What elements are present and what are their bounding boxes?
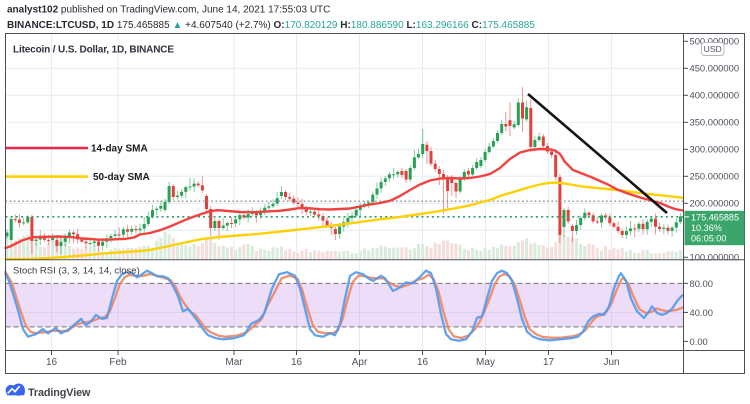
svg-text:500.000000: 500.000000 bbox=[690, 36, 740, 47]
svg-text:Litecoin / U.S. Dollar, 1D, BI: Litecoin / U.S. Dollar, 1D, BINANCE bbox=[13, 45, 174, 56]
svg-text:Mar: Mar bbox=[225, 357, 243, 368]
svg-text:50-day SMA: 50-day SMA bbox=[93, 172, 150, 183]
svg-text:06:05:00: 06:05:00 bbox=[691, 234, 726, 244]
svg-text:80.00: 80.00 bbox=[690, 278, 713, 289]
svg-text:400.000000: 400.000000 bbox=[690, 90, 740, 101]
svg-text:40.00: 40.00 bbox=[690, 307, 713, 318]
svg-text:analyst102 published on Tradin: analyst102 published on TradingView.com,… bbox=[7, 5, 330, 16]
svg-text:May: May bbox=[476, 357, 495, 368]
svg-text:Stoch RSI (3, 3, 14, 14, close: Stoch RSI (3, 3, 14, 14, close) bbox=[13, 266, 140, 277]
svg-text:450.000000: 450.000000 bbox=[690, 63, 740, 74]
svg-text:BINANCE:LTCUSD, 1D 175.465885: BINANCE:LTCUSD, 1D 175.465885 ▲ +4.60754… bbox=[7, 20, 535, 31]
svg-text:300.000000: 300.000000 bbox=[690, 144, 740, 155]
svg-text:350.000000: 350.000000 bbox=[690, 117, 740, 128]
svg-text:175.465885: 175.465885 bbox=[691, 213, 739, 223]
svg-text:Feb: Feb bbox=[109, 357, 127, 368]
svg-text:16: 16 bbox=[291, 357, 303, 368]
svg-text:10.36%: 10.36% bbox=[691, 223, 722, 233]
svg-text:0.00: 0.00 bbox=[690, 336, 708, 347]
svg-text:Apr: Apr bbox=[352, 357, 368, 368]
svg-text:TradingView: TradingView bbox=[28, 387, 91, 399]
svg-text:16: 16 bbox=[417, 357, 429, 368]
svg-text:100.000000: 100.000000 bbox=[690, 252, 740, 263]
svg-text:250.000000: 250.000000 bbox=[690, 171, 740, 182]
svg-text:USD: USD bbox=[704, 44, 722, 54]
svg-text:17: 17 bbox=[543, 357, 555, 368]
svg-text:Jun: Jun bbox=[603, 357, 619, 368]
svg-text:200.000000: 200.000000 bbox=[690, 198, 740, 209]
svg-text:16: 16 bbox=[46, 357, 58, 368]
svg-text:14-day SMA: 14-day SMA bbox=[91, 144, 148, 155]
